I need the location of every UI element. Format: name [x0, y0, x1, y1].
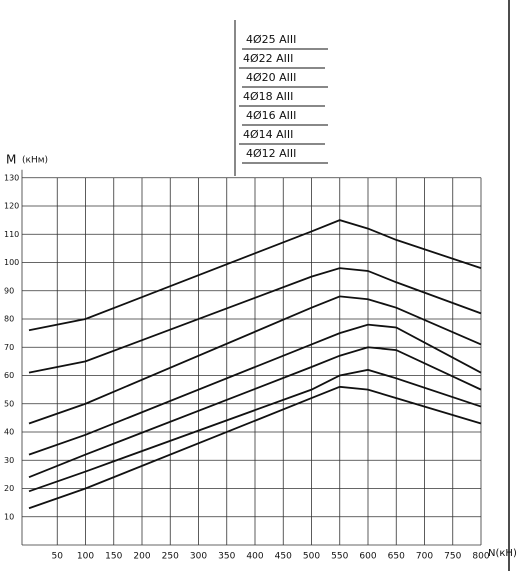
x-tick-label: 150	[105, 552, 122, 562]
y-tick-label: 20	[4, 484, 14, 493]
legend-label: 4Ø12 AIII	[246, 147, 296, 160]
x-tick-label: 400	[246, 552, 263, 562]
x-tick-label: 700	[416, 552, 433, 562]
legend-label: 4Ø14 AIII	[243, 128, 293, 141]
legend-label: 4Ø18 AIII	[243, 90, 293, 103]
y-axis-label: M	[6, 153, 16, 167]
curve	[28, 295, 482, 425]
x-tick-label: 300	[190, 552, 207, 562]
legend-label: 4Ø22 AIII	[243, 52, 293, 65]
y-tick-label: 10	[4, 512, 14, 521]
y-tick-label: 90	[4, 286, 14, 295]
curve	[28, 267, 482, 374]
legend-label: 4Ø25 AIII	[246, 33, 296, 46]
x-tick-label: 200	[133, 552, 150, 562]
x-tick-label: 450	[275, 552, 292, 562]
y-tick-label: 50	[4, 399, 14, 408]
y-tick-label: 130	[4, 173, 19, 182]
curve	[28, 219, 482, 332]
y-tick-label: 100	[4, 258, 19, 267]
x-tick-label: 600	[359, 552, 376, 562]
x-axis-label: N(кН)	[488, 548, 517, 559]
legend-label: 4Ø16 AIII	[246, 109, 296, 122]
curve	[28, 385, 482, 510]
x-tick-label: 350	[218, 552, 235, 562]
x-tick-label: 750	[444, 552, 461, 562]
x-tick-label: 250	[162, 552, 179, 562]
x-tick-label: 800	[472, 552, 489, 562]
y-tick-label: 80	[4, 315, 14, 324]
y-axis-unit: (кНм)	[22, 156, 48, 166]
curve	[28, 368, 482, 493]
y-tick-label: 110	[4, 230, 19, 239]
y-tick-label: 60	[4, 371, 14, 380]
x-tick-label: 650	[388, 552, 405, 562]
x-tick-label: 500	[303, 552, 320, 562]
x-tick-label: 50	[52, 552, 64, 562]
x-tick-label: 550	[331, 552, 348, 562]
y-tick-label: 70	[4, 343, 14, 352]
legend-label: 4Ø20 AIII	[246, 71, 296, 84]
y-tick-label: 30	[4, 456, 14, 465]
curve	[28, 346, 482, 479]
curve	[28, 323, 482, 456]
x-tick-label: 100	[77, 552, 94, 562]
y-tick-label: 120	[4, 202, 19, 211]
y-tick-label: 40	[4, 428, 14, 437]
